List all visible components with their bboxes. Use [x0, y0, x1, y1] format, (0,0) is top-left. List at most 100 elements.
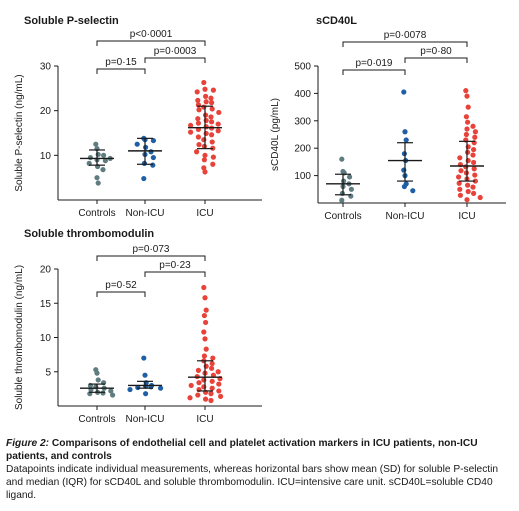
chart-panel-2: sCD40L 100 200 300 400 500 sCD40L (pg/mL) Contr…: [270, 15, 506, 222]
data-point: [143, 144, 149, 150]
chart-title: sCD40L: [316, 15, 357, 27]
data-point: [456, 174, 462, 180]
data-point: [210, 87, 216, 93]
data-point: [458, 168, 464, 174]
data-point: [203, 319, 209, 326]
figure-panels: Soluble P-selectin 10 20 30 Soluble P-select…: [14, 15, 506, 425]
data-point: [201, 284, 207, 291]
x-tick-label: Non-ICU: [126, 208, 165, 219]
y-tick-label: 20: [40, 106, 52, 117]
data-point: [201, 353, 207, 359]
data-point: [187, 395, 193, 401]
x-tick-label: ICU: [196, 414, 213, 425]
data-point: [471, 146, 477, 153]
data-point: [142, 372, 148, 378]
data-point: [210, 154, 216, 160]
comparison-bracket: [96, 68, 146, 74]
p-value-label: p=0·0078: [384, 30, 427, 41]
data-point: [203, 99, 209, 105]
y-axis-label: Soluble P-selectin (ng/mL): [14, 74, 25, 191]
data-point: [201, 104, 207, 110]
data-point: [94, 370, 100, 376]
data-point: [209, 139, 215, 145]
x-tick-label: Non-ICU: [126, 414, 165, 425]
data-point: [194, 149, 200, 155]
comparison-bracket: [342, 41, 468, 47]
data-point: [339, 156, 345, 162]
data-point: [202, 336, 208, 342]
data-point: [95, 377, 101, 383]
figure-caption: Figure 2: Comparisons of endothelial cel…: [6, 437, 514, 502]
data-point: [203, 124, 209, 130]
data-point: [208, 95, 214, 101]
data-point: [201, 312, 207, 319]
p-value-label: p<0·0001: [130, 29, 173, 40]
data-point: [472, 134, 478, 140]
data-point: [203, 346, 209, 352]
data-point: [347, 174, 353, 180]
data-point: [202, 295, 208, 301]
p-value-label: p=0·0003: [154, 46, 197, 57]
data-point: [158, 385, 164, 391]
y-tick-label: 20: [40, 265, 52, 276]
data-point: [195, 120, 201, 126]
data-point: [195, 134, 201, 140]
data-point: [208, 397, 214, 404]
data-point: [196, 107, 202, 113]
p-value-label: p=0·52: [105, 280, 137, 291]
y-tick-label: 15: [40, 299, 52, 310]
data-point: [401, 183, 407, 190]
data-point: [410, 188, 416, 194]
p-value-label: p=0·019: [356, 58, 393, 69]
data-point: [201, 165, 207, 171]
data-point: [188, 382, 194, 389]
data-point: [401, 167, 407, 173]
chart-title: Soluble P-selectin: [24, 15, 119, 27]
data-point: [209, 378, 215, 384]
data-point: [209, 119, 215, 125]
chart-panel-1: Soluble P-selectin 10 20 30 Soluble P-select…: [14, 15, 262, 219]
data-point: [472, 178, 478, 184]
comparison-bracket: [96, 255, 206, 261]
data-point: [464, 93, 470, 99]
data-point: [195, 97, 201, 103]
data-point: [102, 158, 108, 164]
y-tick-label: 400: [294, 89, 311, 100]
data-point: [95, 180, 101, 186]
data-point: [218, 393, 224, 400]
data-point: [463, 114, 469, 120]
data-point: [471, 190, 477, 197]
data-point: [209, 100, 215, 106]
data-point: [188, 122, 194, 129]
data-point: [93, 141, 99, 147]
data-point: [209, 360, 215, 367]
data-point: [148, 149, 154, 155]
y-tick-label: 10: [40, 333, 52, 344]
y-tick-label: 10: [40, 151, 52, 162]
y-tick-label: 200: [294, 144, 311, 155]
x-tick-label: Controls: [78, 208, 115, 219]
data-point: [472, 172, 478, 178]
data-point: [464, 126, 470, 132]
y-axis-label: Soluble thrombomodulin (ng/mL): [14, 265, 25, 410]
data-point: [465, 104, 471, 110]
data-point: [196, 142, 202, 148]
caption-title: Comparisons of endothelial cell and plat…: [6, 438, 478, 462]
data-point: [471, 166, 477, 172]
data-point: [188, 129, 194, 135]
comparison-bracket: [404, 57, 468, 63]
data-point: [134, 141, 140, 147]
p-value-label: p=0·80: [420, 46, 452, 57]
data-point: [456, 180, 462, 186]
comparison-bracket: [342, 69, 406, 75]
data-point: [201, 79, 207, 86]
data-point: [472, 129, 478, 135]
data-point: [150, 137, 156, 144]
data-point: [465, 182, 471, 188]
data-point: [215, 369, 221, 375]
data-point: [209, 385, 215, 391]
data-point: [216, 381, 222, 387]
data-point: [203, 396, 209, 402]
y-tick-label: 500: [294, 62, 311, 73]
data-point: [150, 162, 156, 168]
